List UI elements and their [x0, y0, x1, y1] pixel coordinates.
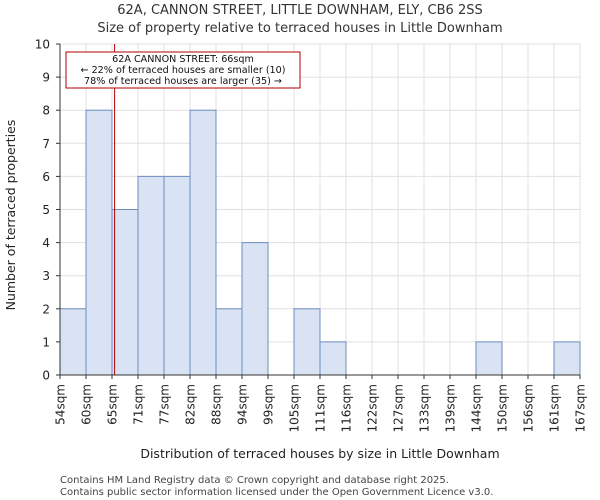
- x-tick-label-111sqm: 111sqm: [314, 384, 328, 432]
- bar-161sqm: [553, 341, 581, 376]
- x-tick-label-161sqm: 161sqm: [548, 384, 562, 432]
- x-tick-label-105sqm: 105sqm: [288, 384, 302, 432]
- y-tick-label-10: 10: [35, 38, 50, 52]
- annotation-title: 62A CANNON STREET: 66sqm: [112, 54, 254, 65]
- y-tick-label-1: 1: [42, 335, 50, 349]
- x-tick-label-127sqm: 127sqm: [392, 384, 406, 432]
- bar-60sqm: [85, 109, 113, 376]
- bar-144sqm: [475, 341, 503, 376]
- footer-licence: Contains public sector information licen…: [60, 487, 493, 498]
- bar-105sqm: [293, 308, 321, 376]
- y-tick-labels: 0 1 2 3 4 5 6 7 8 9 10: [35, 38, 60, 383]
- x-tick-label-167sqm: 167sqm: [574, 384, 588, 432]
- bars: [59, 109, 581, 376]
- x-tick-label-116sqm: 116sqm: [340, 384, 354, 432]
- y-tick-label-9: 9: [42, 71, 50, 85]
- y-tick-label-5: 5: [42, 203, 50, 217]
- x-tick-label-65sqm: 65sqm: [106, 384, 120, 425]
- bar-88sqm: [215, 308, 243, 376]
- chart-title: 62A, CANNON STREET, LITTLE DOWNHAM, ELY,…: [117, 3, 482, 18]
- y-tick-label-8: 8: [42, 104, 50, 118]
- y-tick-label-7: 7: [42, 137, 50, 151]
- bar-111sqm: [319, 341, 347, 376]
- x-tick-label-99sqm: 99sqm: [262, 384, 276, 425]
- x-tick-label-82sqm: 82sqm: [184, 384, 198, 425]
- x-tick-label-139sqm: 139sqm: [444, 384, 458, 432]
- x-tick-label-54sqm: 54sqm: [54, 384, 68, 425]
- bar-94sqm: [241, 242, 269, 376]
- annotation-larger: 78% of terraced houses are larger (35) →: [84, 76, 282, 87]
- x-tick-labels: 54sqm 60sqm 65sqm 71sqm 77sqm 82sqm 88sqm 94sqm…: [54, 375, 588, 432]
- bar-65sqm: [111, 209, 139, 376]
- x-tick-label-77sqm: 77sqm: [158, 384, 172, 425]
- x-tick-label-144sqm: 144sqm: [470, 384, 484, 432]
- y-tick-label-2: 2: [42, 302, 50, 316]
- x-axis-label: Distribution of terraced houses by size …: [140, 446, 499, 461]
- annotation-box: 62A CANNON STREET: 66sqm ← 22% of terrac…: [65, 51, 301, 89]
- y-tick-label-6: 6: [42, 170, 50, 184]
- y-tick-label-3: 3: [42, 269, 50, 283]
- x-tick-label-150sqm: 150sqm: [496, 384, 510, 432]
- x-tick-label-60sqm: 60sqm: [80, 384, 94, 425]
- footer-copyright: Contains HM Land Registry data © Crown c…: [60, 475, 449, 486]
- x-tick-label-133sqm: 133sqm: [418, 384, 432, 432]
- x-tick-label-94sqm: 94sqm: [236, 384, 250, 425]
- y-axis-label: Number of terraced properties: [3, 120, 18, 311]
- x-tick-label-71sqm: 71sqm: [132, 384, 146, 425]
- chart-subtitle: Size of property relative to terraced ho…: [97, 21, 502, 36]
- bar-71sqm: [137, 175, 165, 376]
- x-tick-label-88sqm: 88sqm: [210, 384, 224, 425]
- y-tick-label-4: 4: [42, 236, 50, 250]
- x-tick-label-156sqm: 156sqm: [522, 384, 536, 432]
- bar-82sqm: [189, 109, 217, 376]
- x-tick-label-122sqm: 122sqm: [366, 384, 380, 432]
- annotation-frame: [65, 51, 301, 89]
- annotation-smaller: ← 22% of terraced houses are smaller (10…: [80, 65, 285, 76]
- bar-77sqm: [163, 175, 191, 376]
- y-tick-label-0: 0: [42, 369, 50, 383]
- bar-54sqm: [59, 308, 87, 376]
